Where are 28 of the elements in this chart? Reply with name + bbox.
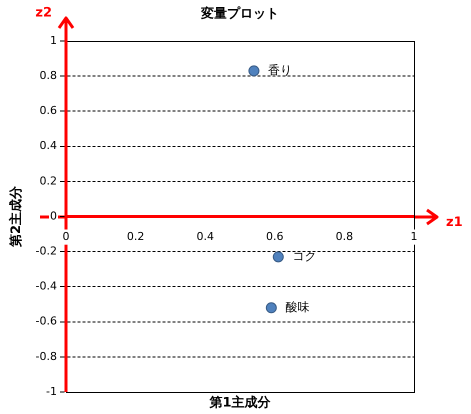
y-tick-label: -0.8 [36,350,57,363]
y-tick-label: 0.4 [40,139,57,152]
text: z2 [35,5,52,20]
y-tick-label: 0.2 [40,174,57,188]
y-tick-label: 0.8 [40,68,57,82]
chart-title: 変量プロット [200,5,279,22]
point [272,251,284,262]
y-tick-label: -0.4 [36,280,57,293]
x-axis-title: 第1主成分 [208,394,272,410]
x-tick-label: 0.4 [196,230,214,243]
y-tick-label: 0 [50,209,57,222]
y-tick-label: 0.6 [40,104,57,118]
x-tick-label: 0.6 [266,230,284,243]
y-axis-title: 第2主成分 [8,184,24,248]
y-tick-label: 1 [50,34,57,47]
x-tick-label: 0.2 [126,230,144,243]
point [266,302,277,314]
x-tick-label: 0 [62,230,70,243]
series-label: コク [292,248,316,263]
x-tick-label: 0.8 [336,230,354,243]
x-tick-label: 1 [410,230,418,243]
point [248,65,260,76]
y-tick-label: -1 [46,384,57,398]
series-label: 香り [268,62,292,77]
series-label: 酸味 [285,300,310,314]
y-tick-label: -0.2 [36,244,57,258]
text: z1 [446,214,463,230]
y-tick-label: -0.6 [36,314,57,328]
